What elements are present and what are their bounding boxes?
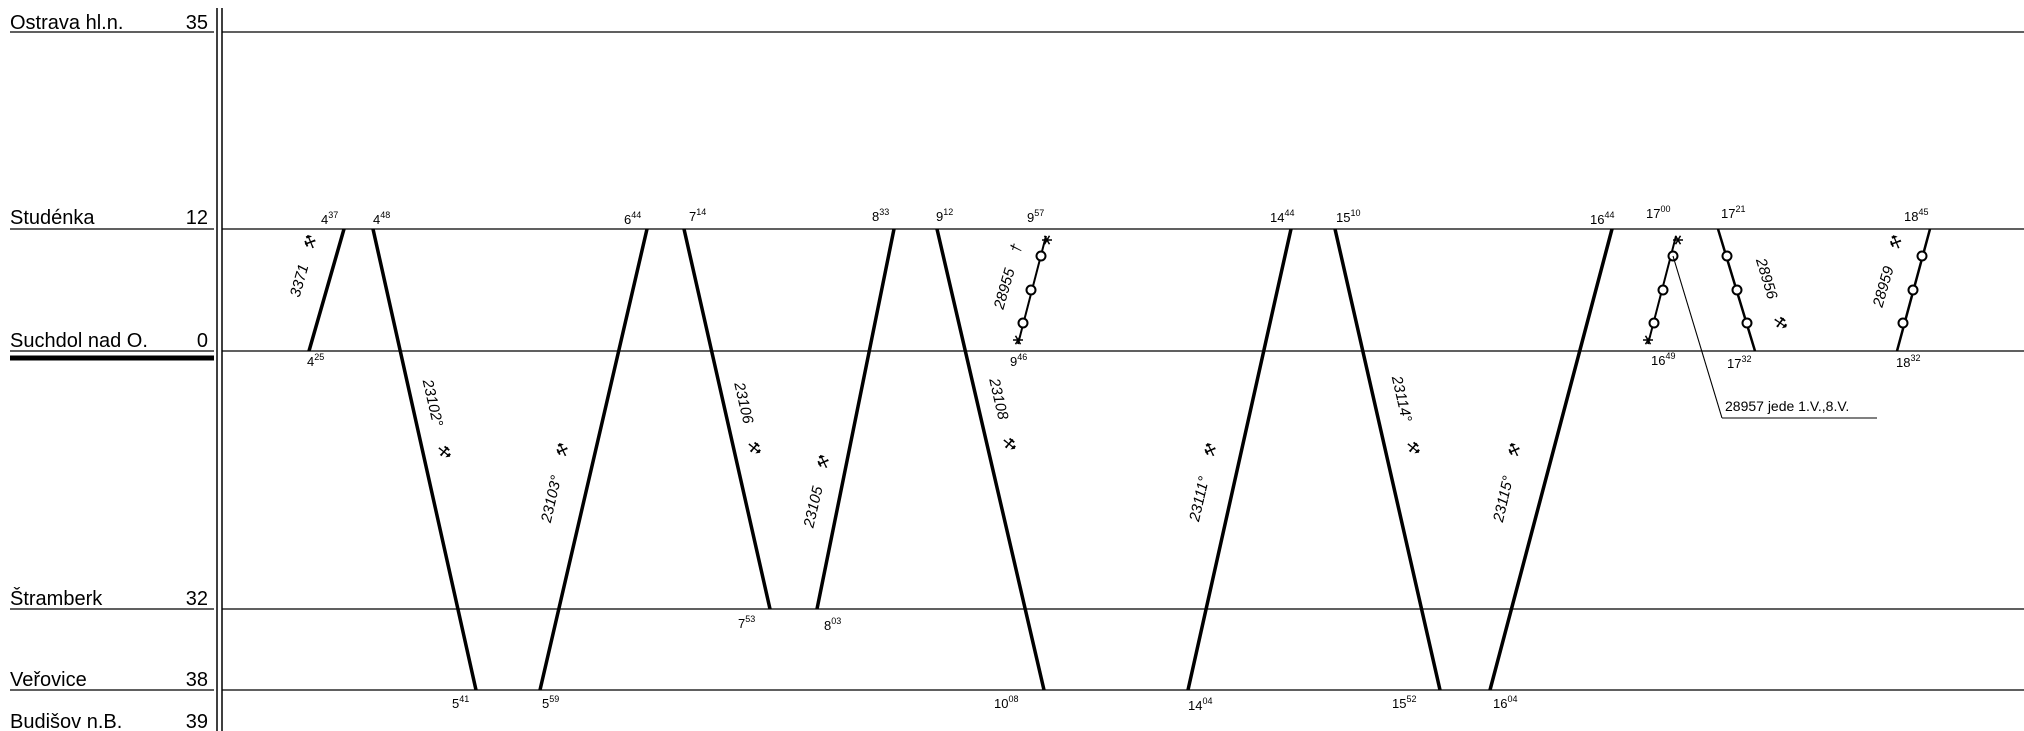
station-km: 32 — [186, 588, 208, 610]
time-label: 1510 — [1336, 208, 1360, 225]
station-name: Ostrava hl.n. — [10, 12, 123, 34]
hammer-icon: ⚒ — [553, 442, 573, 460]
dagger-icon: † — [1007, 241, 1026, 254]
hammer-icon: ⚒ — [744, 438, 764, 456]
station-name: Štramberk — [10, 587, 103, 610]
station-name: Veřovice — [10, 669, 87, 691]
time-label: 957 — [1027, 208, 1044, 225]
train-number-label: 23106 — [730, 380, 756, 426]
train-path-23111 — [1186, 228, 1293, 691]
train-paths — [307, 228, 1614, 691]
time-label: 448 — [373, 210, 390, 227]
train-number-label: 23115° — [1490, 474, 1517, 524]
train-number-label: 23102° — [419, 377, 447, 428]
time-label: 1404 — [1188, 696, 1212, 713]
time-label: 1732 — [1727, 354, 1751, 371]
hammer-icon: ⚒ — [1201, 442, 1221, 460]
train-path-28957 — [1647, 235, 1877, 419]
time-label: 644 — [624, 210, 641, 227]
train-number-label: 23105 — [800, 484, 826, 530]
time-label: 1644 — [1590, 210, 1614, 227]
station-km: 12 — [186, 207, 208, 229]
train-number-label: 28955 — [990, 266, 1018, 312]
hammer-icon: ⚒ — [999, 434, 1019, 452]
asterisk-icon — [1013, 235, 1683, 345]
time-label: 714 — [689, 207, 706, 224]
train-path-23106 — [682, 228, 772, 610]
train-path-23105 — [815, 228, 896, 610]
station-labels: Ostrava hl.n. 35 Studénka 12 Suchdol nad… — [10, 12, 208, 731]
train-path-23108 — [935, 228, 1046, 691]
time-label: 1700 — [1646, 204, 1670, 221]
time-label: 1845 — [1904, 207, 1928, 224]
train-labels: 3371 ⚒ 23102° ⚒ 23103° ⚒ 23106 ⚒ 23105 ⚒ 2310… — [287, 233, 1907, 530]
time-labels: 437 425 448 541 559 644 714 753 803 833 … — [307, 204, 1928, 713]
train-path-28959 — [1895, 228, 1932, 352]
time-label: 1008 — [994, 694, 1018, 711]
train-number-label: 23114° — [1388, 373, 1415, 423]
time-label: 559 — [542, 694, 559, 711]
train-number-label: 28959 — [1869, 264, 1897, 310]
train-path-23102 — [371, 228, 478, 691]
time-label: 753 — [738, 614, 755, 631]
time-label: 946 — [1010, 352, 1027, 369]
time-label: 437 — [321, 210, 338, 227]
station-km: 35 — [186, 12, 208, 34]
train-number-label: 3371 — [287, 262, 313, 299]
hammer-icon: ⚒ — [1403, 438, 1423, 456]
station-km: 0 — [197, 330, 208, 352]
train-path-23103 — [538, 228, 649, 691]
hammer-icon: ⚒ — [1886, 233, 1906, 252]
hammer-icon: ⚒ — [434, 442, 454, 460]
time-label: 1552 — [1392, 694, 1416, 711]
station-name: Studénka — [10, 207, 95, 229]
hammer-icon: ⚒ — [814, 453, 834, 471]
time-label: 912 — [936, 207, 953, 224]
train-path-3371 — [307, 228, 346, 352]
note-label: 28957 jede 1.V.,8.V. — [1725, 398, 1849, 414]
time-label: 425 — [307, 352, 324, 369]
time-label: 1649 — [1651, 351, 1675, 368]
time-label: 1604 — [1493, 694, 1517, 711]
station-km: 39 — [186, 711, 208, 731]
time-label: 833 — [872, 207, 889, 224]
station-km: 38 — [186, 669, 208, 691]
station-lines — [10, 31, 2024, 691]
axis-double-line — [216, 8, 223, 731]
hammer-icon: ⚒ — [300, 233, 320, 252]
hammer-icon: ⚒ — [1505, 442, 1525, 460]
station-name: Budišov n.B. — [10, 711, 122, 731]
train-number-label: 28956 — [1752, 255, 1781, 301]
train-path-28955 — [1017, 235, 1047, 345]
time-label: 1444 — [1270, 208, 1294, 225]
time-label: 1832 — [1896, 353, 1920, 370]
time-label: 1721 — [1721, 204, 1745, 221]
train-path-28956 — [1716, 228, 1757, 352]
train-path-23115 — [1488, 228, 1614, 691]
train-number-label: 23111° — [1186, 475, 1213, 524]
station-name: Suchdol nad O. — [10, 330, 148, 352]
train-number-label: 23103° — [538, 474, 566, 525]
hammer-icon: ⚒ — [1769, 313, 1790, 332]
train-number-label: 23108 — [985, 376, 1011, 422]
special-paths — [1017, 228, 1932, 419]
train-path-23114 — [1333, 228, 1442, 691]
time-label: 803 — [824, 616, 841, 633]
time-label: 541 — [452, 694, 469, 711]
